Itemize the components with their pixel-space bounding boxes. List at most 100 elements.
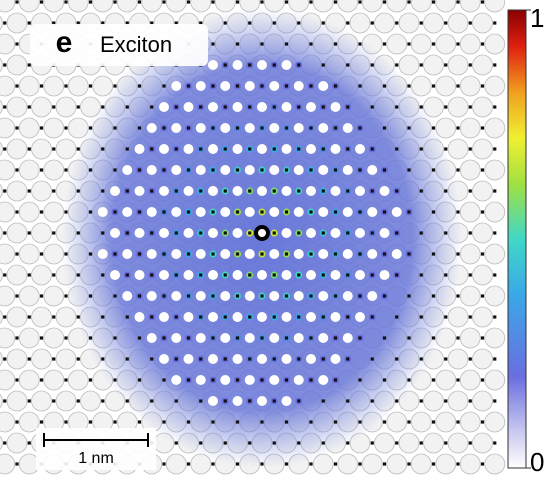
- white-spot: [306, 228, 316, 238]
- white-spot: [233, 186, 243, 196]
- atom: [3, 105, 6, 108]
- atom: [113, 294, 116, 297]
- white-spot: [245, 165, 255, 175]
- white-spot: [135, 228, 145, 238]
- white-spot: [245, 123, 255, 133]
- white-spot: [135, 270, 145, 280]
- atom: [273, 105, 276, 108]
- atom: [211, 168, 214, 171]
- atom: [309, 252, 312, 255]
- atom: [113, 0, 116, 3]
- lattice-site: [485, 160, 505, 180]
- white-spot: [159, 102, 169, 112]
- page: e Exciton 1 nm 01 (() => { const data = …: [0, 0, 551, 493]
- atom: [175, 273, 178, 276]
- atom: [273, 147, 276, 150]
- atom: [444, 189, 447, 192]
- atom: [64, 420, 67, 423]
- atom: [444, 315, 447, 318]
- white-spot: [147, 291, 157, 301]
- atom: [138, 378, 141, 381]
- lattice-site: [68, 76, 88, 96]
- atom: [187, 294, 190, 297]
- lattice-site: [19, 328, 39, 348]
- white-spot: [196, 165, 206, 175]
- atom: [407, 84, 410, 87]
- lattice-site: [460, 0, 480, 12]
- lattice-site: [215, 0, 235, 12]
- white-spot: [318, 123, 328, 133]
- atom: [77, 189, 80, 192]
- atom: [371, 63, 374, 66]
- atom: [89, 378, 92, 381]
- atom: [15, 462, 18, 465]
- white-spot: [282, 186, 292, 196]
- atom: [15, 210, 18, 213]
- lattice-site: [460, 202, 480, 222]
- lattice-site: [7, 391, 27, 411]
- atom: [150, 105, 153, 108]
- atom: [187, 420, 190, 423]
- atom: [101, 189, 104, 192]
- white-spot: [233, 102, 243, 112]
- lattice-site: [448, 349, 468, 369]
- lattice-site: [19, 244, 39, 264]
- atom: [309, 168, 312, 171]
- white-spot: [318, 291, 328, 301]
- atom: [481, 462, 484, 465]
- atom: [297, 441, 300, 444]
- lattice-site: [338, 454, 358, 474]
- atom: [248, 63, 251, 66]
- lattice-site: [473, 55, 493, 75]
- atom: [285, 84, 288, 87]
- atom: [89, 336, 92, 339]
- atom: [52, 189, 55, 192]
- lattice-site: [460, 412, 480, 432]
- atom: [260, 168, 263, 171]
- atom: [432, 0, 435, 3]
- atom: [15, 336, 18, 339]
- atom: [101, 105, 104, 108]
- atom: [3, 21, 6, 24]
- atom: [126, 147, 129, 150]
- atom: [322, 441, 325, 444]
- atom: [211, 420, 214, 423]
- atom: [273, 63, 276, 66]
- atom: [383, 462, 386, 465]
- atom: [371, 441, 374, 444]
- atom: [199, 315, 202, 318]
- atom: [371, 21, 374, 24]
- white-spot: [220, 375, 230, 385]
- white-spot: [233, 228, 243, 238]
- atom: [150, 147, 153, 150]
- atom: [3, 315, 6, 318]
- atom: [101, 273, 104, 276]
- atom: [199, 105, 202, 108]
- figure: e Exciton 1 nm 01: [0, 0, 551, 493]
- atom: [187, 462, 190, 465]
- atom: [432, 336, 435, 339]
- atom: [334, 0, 337, 3]
- white-spot: [208, 228, 218, 238]
- atom: [113, 252, 116, 255]
- lattice-site: [436, 454, 456, 474]
- atom: [407, 42, 410, 45]
- atom: [260, 462, 263, 465]
- atom: [52, 399, 55, 402]
- atom: [52, 231, 55, 234]
- atom: [15, 252, 18, 255]
- atom: [40, 126, 43, 129]
- lattice-site: [399, 433, 419, 453]
- lattice-site: [387, 34, 407, 54]
- lattice-site: [0, 55, 3, 75]
- atom: [64, 210, 67, 213]
- white-spot: [318, 333, 328, 343]
- atom: [456, 0, 459, 3]
- lattice-site: [448, 97, 468, 117]
- atom: [211, 126, 214, 129]
- atom: [322, 147, 325, 150]
- white-spot: [257, 186, 267, 196]
- atom: [150, 231, 153, 234]
- atom: [138, 210, 141, 213]
- white-spot: [343, 123, 353, 133]
